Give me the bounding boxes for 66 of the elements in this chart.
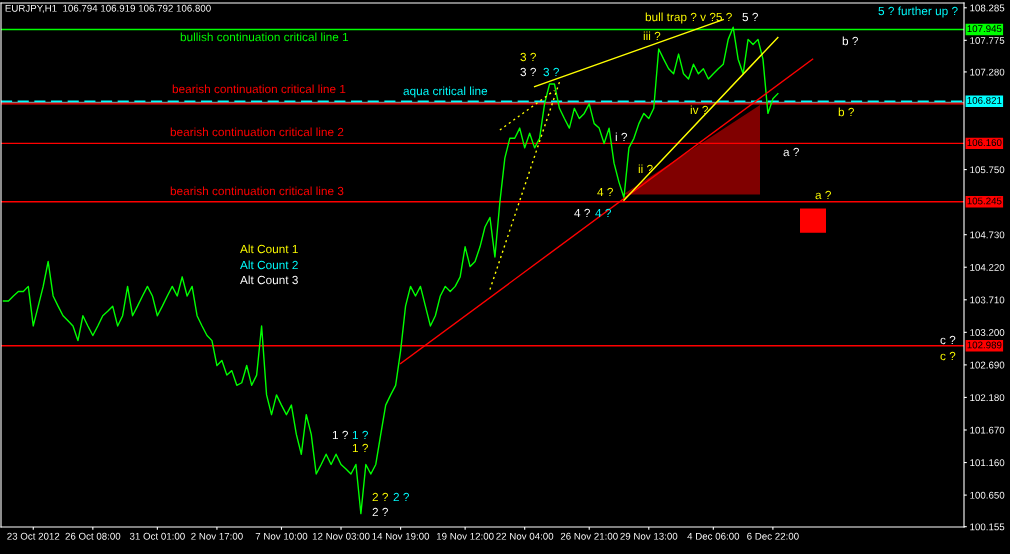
y-tick-label: 103.200 bbox=[970, 329, 1005, 336]
annotation: aqua critical line bbox=[403, 86, 488, 98]
annotation: bull trap ? v ?5 ? bbox=[645, 12, 732, 24]
annotation: 1 ? bbox=[332, 430, 348, 440]
y-tick-label: 101.160 bbox=[970, 459, 1005, 467]
annotation: 5 ? further up ? bbox=[878, 6, 958, 18]
annotation: iii ? bbox=[643, 31, 661, 41]
annotation: c ? bbox=[940, 335, 956, 345]
x-tick-label: 12 Nov 03:00 bbox=[312, 532, 370, 540]
y-tick-label: 104.730 bbox=[970, 231, 1005, 239]
annotation: i ? bbox=[615, 132, 628, 142]
annotation: 4 ? bbox=[574, 208, 590, 218]
annotation: 3 ? bbox=[543, 67, 559, 77]
ref-line-label: 106.160 bbox=[967, 139, 1002, 147]
x-tick-label: 29 Nov 13:00 bbox=[620, 532, 678, 540]
annotation: a ? bbox=[815, 190, 831, 200]
x-tick-label: 6 Dec 22:00 bbox=[747, 532, 799, 540]
y-tick-label: 107.775 bbox=[970, 37, 1005, 44]
x-tick-label: 26 Oct 08:00 bbox=[65, 532, 121, 540]
y-tick-label: 107.280 bbox=[970, 68, 1005, 76]
annotation: b ? bbox=[842, 36, 858, 46]
x-tick-label: 7 Nov 10:00 bbox=[255, 532, 308, 540]
y-tick-label: 100.155 bbox=[970, 523, 1005, 531]
y-tick-label: 100.650 bbox=[970, 491, 1005, 499]
annotation: iv ? bbox=[690, 105, 708, 115]
annotation: bullish continuation critical line 1 bbox=[180, 32, 349, 42]
x-tick-label: 31 Oct 01:00 bbox=[129, 532, 185, 540]
x-tick-label: 14 Nov 19:00 bbox=[372, 532, 430, 540]
annotation: a ? bbox=[783, 147, 799, 157]
annotation: 1 ? bbox=[352, 443, 368, 453]
x-tick-label: 23 Oct 2012 bbox=[7, 532, 60, 540]
annotation: 5 ? bbox=[742, 12, 758, 22]
y-tick-label: 104.220 bbox=[970, 263, 1005, 271]
annotation: c ? bbox=[940, 351, 956, 361]
y-tick-label: 103.710 bbox=[970, 296, 1005, 304]
x-tick-label: 2 Nov 17:00 bbox=[191, 532, 243, 540]
y-tick-label: 102.690 bbox=[970, 361, 1005, 369]
annotation: 1 ? bbox=[352, 430, 368, 440]
ref-line-label: 105.245 bbox=[967, 197, 1002, 205]
y-tick-label: 101.670 bbox=[970, 426, 1005, 434]
annotation: bearish continuation critical line 2 bbox=[170, 127, 344, 137]
annotation: bearish continuation critical line 1 bbox=[172, 84, 346, 94]
y-tick-label: 105.750 bbox=[970, 166, 1005, 174]
annotation: 2 ? bbox=[372, 507, 388, 517]
annotation: Alt Count 1 bbox=[240, 244, 298, 254]
annotation: 2 ? bbox=[372, 492, 388, 502]
annotation: bearish continuation critical line 3 bbox=[170, 186, 344, 196]
annotation: 3 ? bbox=[520, 52, 536, 62]
annotation: 3 ? bbox=[520, 67, 536, 77]
x-tick-label: 22 Nov 04:00 bbox=[496, 532, 554, 540]
x-tick-label: 26 Nov 21:00 bbox=[560, 532, 618, 540]
x-tick-label: 4 Dec 06:00 bbox=[687, 532, 740, 540]
annotation: b ? bbox=[838, 107, 854, 117]
y-tick-label: 108.285 bbox=[970, 4, 1005, 12]
annotation: Alt Count 3 bbox=[240, 275, 298, 285]
annotation: 4 ? bbox=[597, 187, 613, 197]
ref-line-label: 102.989 bbox=[967, 341, 1002, 349]
annotation: ii ? bbox=[638, 164, 653, 174]
annotation: 2 ? bbox=[393, 492, 409, 502]
ref-line-label: 106.821 bbox=[967, 96, 1002, 104]
ref-line-label: 107.945 bbox=[967, 25, 1002, 33]
x-tick-label: 19 Nov 12:00 bbox=[436, 532, 494, 540]
y-tick-label: 102.180 bbox=[970, 394, 1005, 402]
chart-title: EURJPY,H1 106.794 106.919 106.792 106.800 bbox=[5, 4, 211, 13]
annotation: 4 ? bbox=[595, 208, 611, 218]
annotation: Alt Count 2 bbox=[240, 260, 298, 270]
